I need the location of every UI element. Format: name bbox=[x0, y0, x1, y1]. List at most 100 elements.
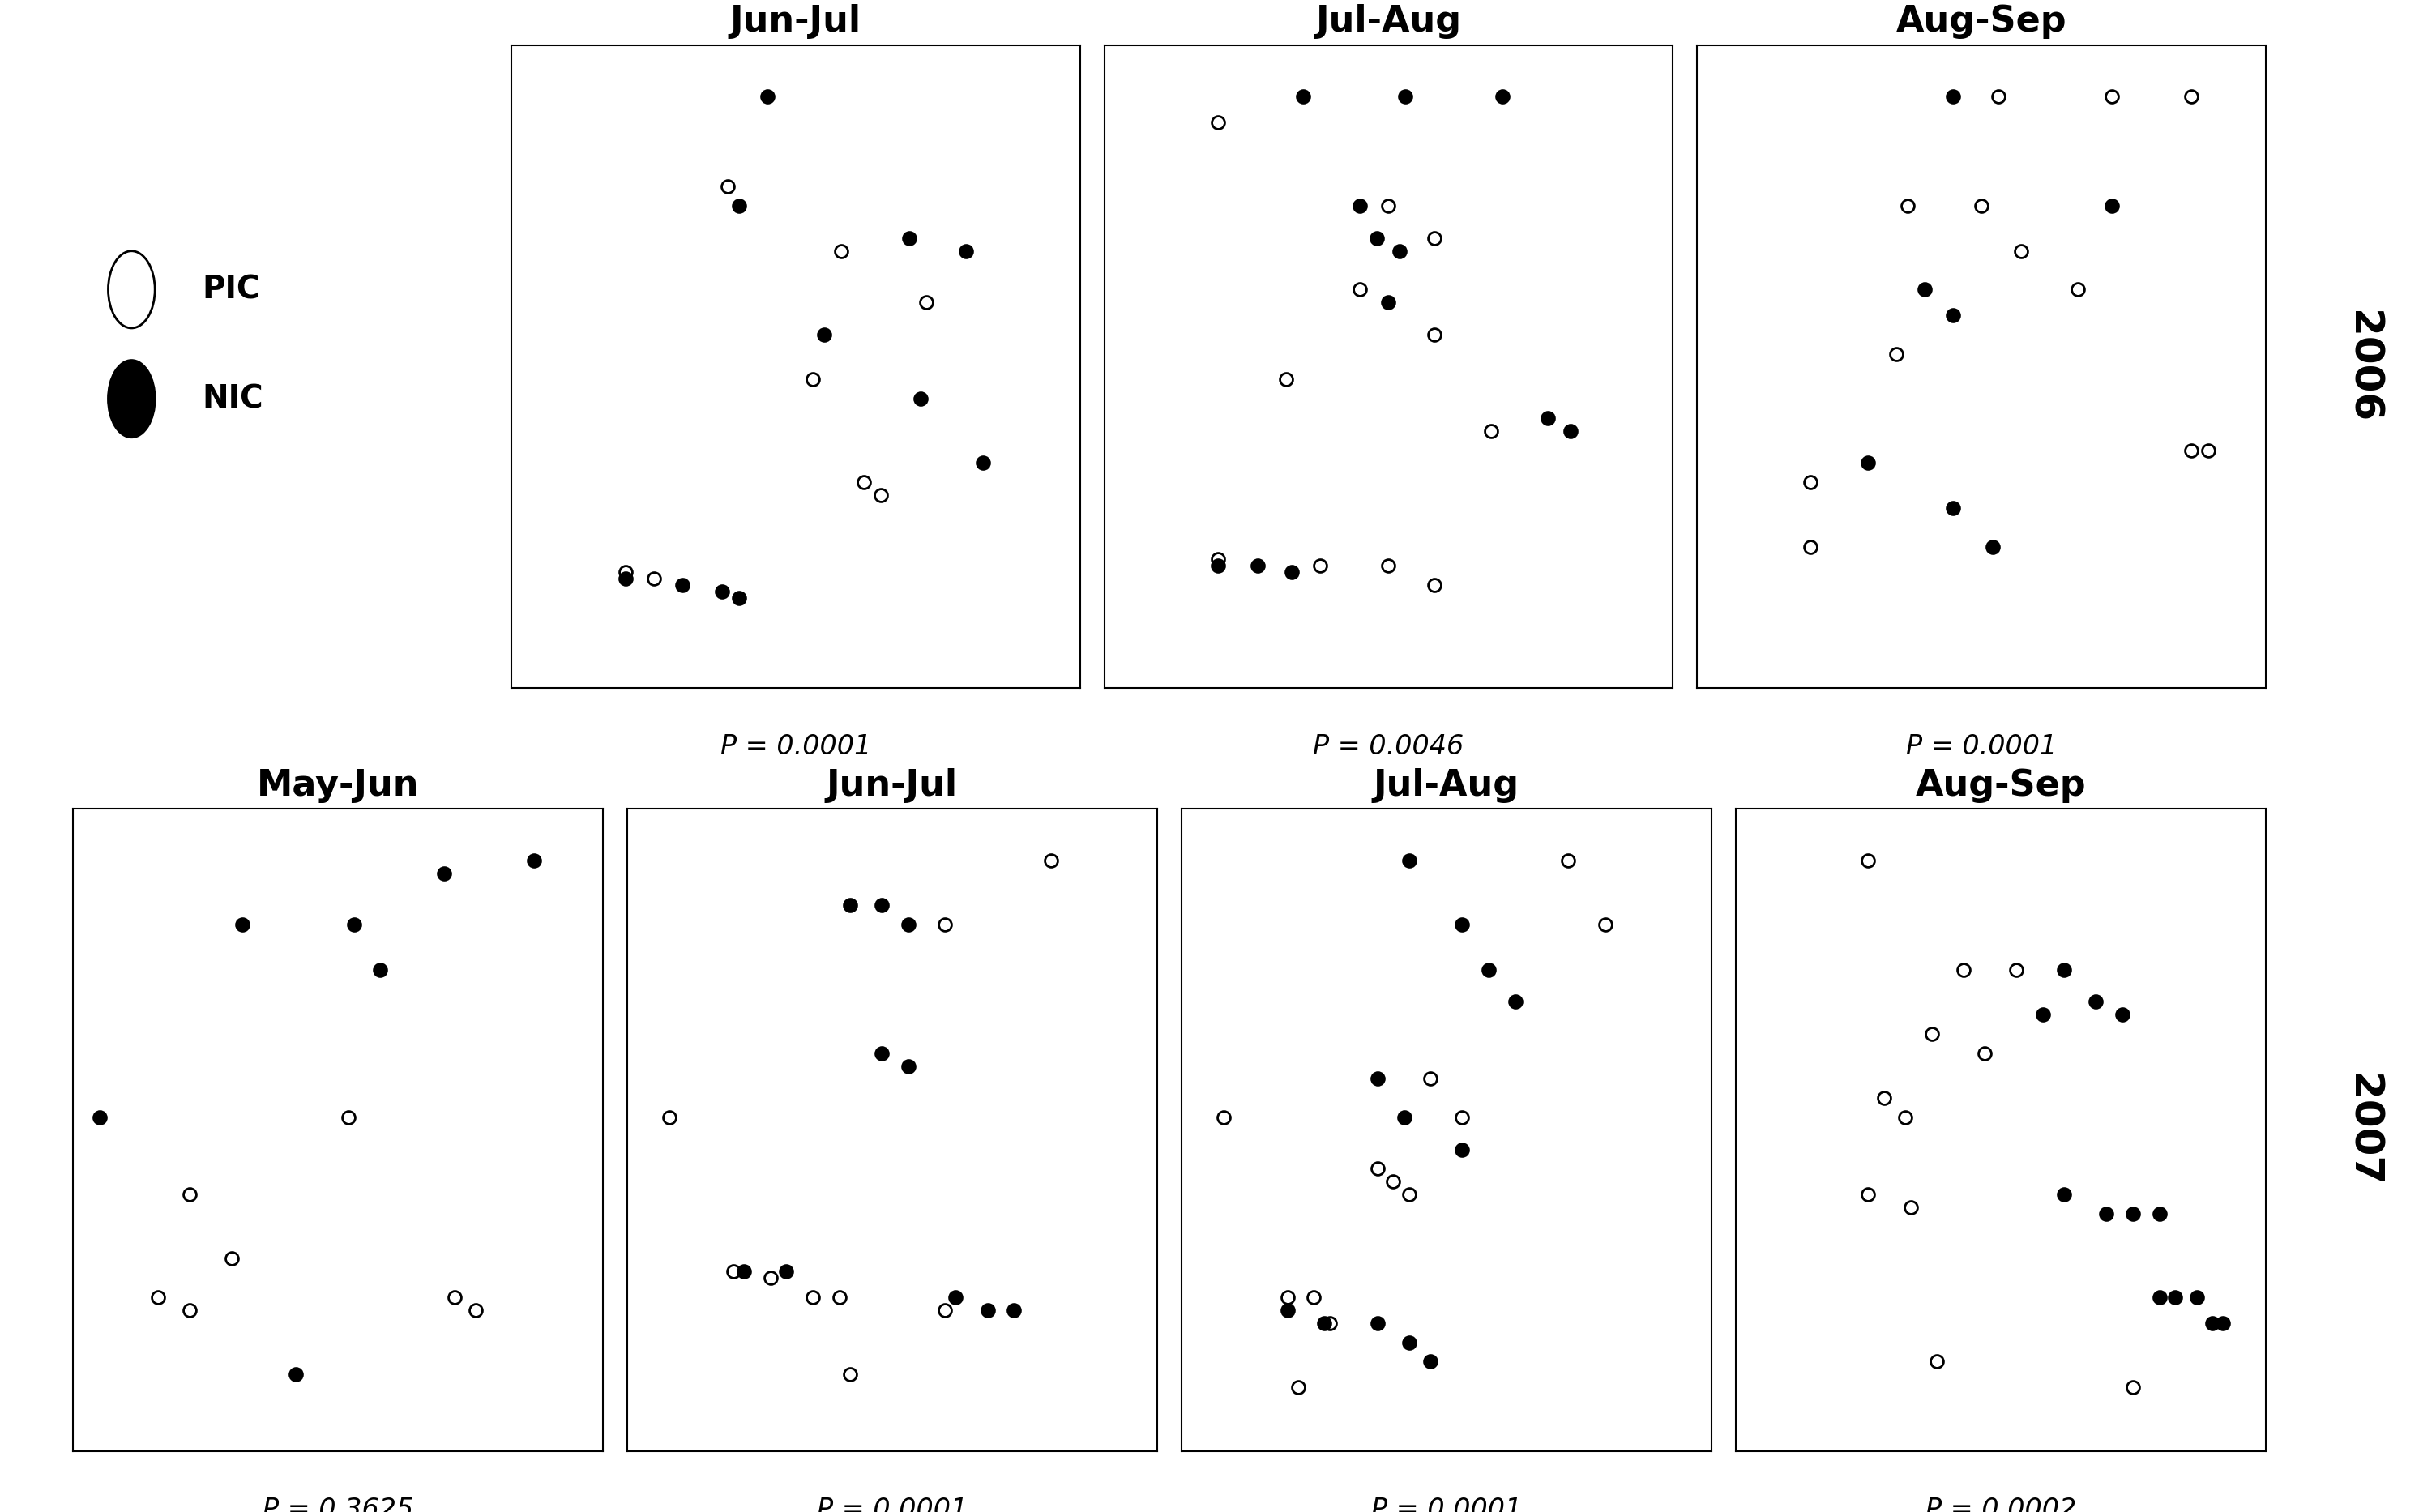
Point bbox=[171, 1297, 209, 1321]
Point bbox=[1790, 470, 1829, 494]
Point bbox=[1790, 535, 1829, 559]
Point bbox=[650, 1105, 689, 1129]
Point bbox=[2114, 1202, 2153, 1226]
Point bbox=[2114, 1376, 2153, 1400]
Point bbox=[1917, 1349, 1956, 1373]
Point bbox=[171, 1182, 209, 1207]
Point bbox=[723, 1259, 762, 1284]
Point bbox=[1888, 194, 1927, 218]
Title: May-Jun: May-Jun bbox=[256, 768, 419, 803]
Text: 2007: 2007 bbox=[2343, 1074, 2382, 1187]
Point bbox=[862, 894, 901, 918]
Point bbox=[1369, 553, 1408, 578]
Point bbox=[1203, 1105, 1242, 1129]
Point bbox=[750, 1266, 789, 1290]
Point bbox=[767, 1259, 806, 1284]
Point bbox=[719, 587, 758, 611]
Text: P = 0.0001: P = 0.0001 bbox=[721, 733, 872, 759]
Point bbox=[456, 1297, 495, 1321]
Point bbox=[1391, 1331, 1430, 1355]
Point bbox=[1471, 419, 1510, 443]
Text: PIC: PIC bbox=[202, 274, 261, 305]
Point bbox=[1966, 1040, 2005, 1064]
Point bbox=[948, 239, 987, 263]
Point bbox=[1381, 239, 1420, 263]
Point bbox=[1374, 1170, 1413, 1194]
Title: Aug-Sep: Aug-Sep bbox=[1915, 768, 2085, 803]
Point bbox=[862, 484, 901, 508]
Point bbox=[1267, 1297, 1306, 1321]
Point bbox=[2102, 1002, 2141, 1027]
Point bbox=[1849, 848, 1888, 872]
Point bbox=[424, 862, 463, 886]
Point bbox=[607, 561, 646, 585]
Point bbox=[1294, 1285, 1332, 1309]
Text: P = 0.0001: P = 0.0001 bbox=[816, 1497, 967, 1512]
Point bbox=[719, 194, 758, 218]
Point bbox=[1199, 110, 1237, 135]
Point bbox=[1442, 913, 1481, 937]
Point bbox=[1030, 848, 1069, 872]
Point bbox=[821, 239, 860, 263]
Point bbox=[1973, 535, 2012, 559]
Point bbox=[889, 225, 928, 249]
Text: P = 0.3625: P = 0.3625 bbox=[263, 1497, 414, 1512]
Point bbox=[2075, 990, 2114, 1015]
Point bbox=[1876, 342, 1915, 366]
Point bbox=[1496, 990, 1535, 1015]
Point bbox=[1944, 957, 1983, 981]
Point bbox=[804, 322, 843, 346]
Point bbox=[436, 1285, 475, 1309]
Point bbox=[702, 579, 741, 603]
Point bbox=[2205, 1311, 2244, 1335]
Point bbox=[1357, 1157, 1396, 1181]
Point bbox=[1369, 194, 1408, 218]
Point bbox=[831, 894, 870, 918]
Point bbox=[1934, 85, 1973, 109]
Point bbox=[965, 451, 1004, 475]
Title: Jun-Jul: Jun-Jul bbox=[731, 5, 862, 39]
Point bbox=[1442, 1105, 1481, 1129]
Point bbox=[1415, 225, 1454, 249]
Point bbox=[1267, 1285, 1306, 1309]
Point bbox=[748, 85, 787, 109]
Point bbox=[818, 1285, 857, 1309]
Point bbox=[1415, 573, 1454, 597]
Point bbox=[334, 913, 373, 937]
Point bbox=[1549, 848, 1588, 872]
Text: P = 0.0001: P = 0.0001 bbox=[1905, 733, 2056, 759]
Point bbox=[1934, 304, 1973, 328]
Point bbox=[1849, 451, 1888, 475]
Point bbox=[1998, 957, 2036, 981]
Point bbox=[633, 567, 672, 591]
Point bbox=[862, 1040, 901, 1064]
Point bbox=[1311, 1311, 1350, 1335]
Point bbox=[889, 1054, 928, 1078]
Point bbox=[1552, 419, 1591, 443]
Point bbox=[361, 957, 400, 981]
Point bbox=[1284, 85, 1323, 109]
Point bbox=[1885, 1105, 1924, 1129]
Text: NIC: NIC bbox=[202, 384, 263, 414]
Point bbox=[1469, 957, 1508, 981]
Point bbox=[714, 1259, 753, 1284]
Point bbox=[1306, 1311, 1345, 1335]
Point bbox=[1912, 1022, 1951, 1046]
Point bbox=[139, 1285, 178, 1309]
Point bbox=[2190, 438, 2229, 463]
Point bbox=[967, 1297, 1006, 1321]
Text: P = 0.0002: P = 0.0002 bbox=[1924, 1497, 2075, 1512]
Point bbox=[2088, 1202, 2127, 1226]
Point bbox=[1357, 1067, 1396, 1092]
Point bbox=[607, 567, 646, 591]
Point bbox=[514, 848, 553, 872]
Point bbox=[926, 1297, 965, 1321]
Point bbox=[1410, 1067, 1449, 1092]
Point bbox=[1199, 553, 1237, 578]
Point bbox=[2139, 1285, 2178, 1309]
Point bbox=[831, 1362, 870, 1387]
Point bbox=[1386, 85, 1425, 109]
Title: Jul-Aug: Jul-Aug bbox=[1374, 768, 1520, 803]
Point bbox=[2192, 1311, 2231, 1335]
Point bbox=[2058, 278, 2097, 302]
